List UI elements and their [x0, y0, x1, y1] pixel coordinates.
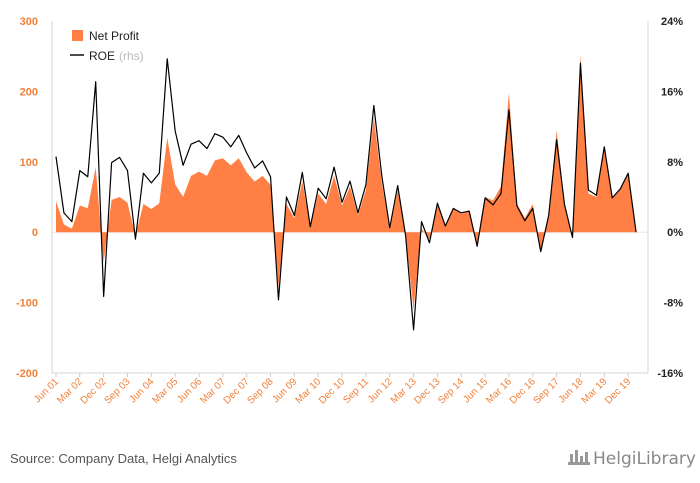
- legend-label-roe: ROE (rhs): [89, 49, 144, 63]
- x-tick-label: Sep 11: [341, 376, 371, 406]
- right-tick-label: 16%: [661, 86, 683, 98]
- left-tick-label: -100: [16, 298, 38, 310]
- right-axis-ticks: 24% 16% 8% 0% -8% -16%: [657, 16, 683, 380]
- x-tick-label: Sep 14: [436, 376, 466, 406]
- net-profit-area-layer: [55, 54, 645, 310]
- left-tick-label: 100: [20, 157, 38, 169]
- left-tick-label: 200: [20, 86, 38, 98]
- helgi-library-logo: HelgiLibrary: [568, 448, 696, 469]
- left-tick-label: 300: [20, 16, 38, 28]
- right-tick-label: 0%: [667, 227, 683, 239]
- legend-label-roe-suffix: (rhs): [119, 49, 144, 63]
- x-tick-label: Sep 08: [245, 376, 275, 406]
- x-tick-label: Sep 03: [102, 376, 132, 406]
- right-tick-label: 24%: [661, 16, 683, 28]
- x-tick-label: Dec 10: [317, 376, 347, 406]
- right-tick-label: -8%: [663, 298, 683, 310]
- x-tick-label: Dec 19: [603, 376, 633, 406]
- legend-swatch-net-profit: [72, 30, 83, 41]
- library-logo-icon: [568, 448, 590, 465]
- roe-line-layer: [55, 58, 637, 331]
- right-tick-label: -16%: [657, 368, 683, 380]
- x-tick-label: Sep 17: [532, 376, 562, 406]
- legend: Net Profit ROE (rhs): [70, 29, 144, 63]
- source-note: Source: Company Data, Helgi Analytics: [10, 451, 237, 466]
- roe-line: [55, 58, 637, 331]
- left-tick-label: 0: [32, 227, 38, 239]
- logo-text: HelgiLibrary: [593, 449, 696, 469]
- x-tick-label: Mar 05: [151, 376, 181, 406]
- net-profit-area: [55, 54, 645, 310]
- chart: 300 200 100 0 -100 -200 24% 16% 8% 0% -8% -16% Jun…: [16, 16, 683, 407]
- legend-label-roe-name: ROE: [89, 49, 115, 63]
- left-tick-label: -200: [16, 368, 38, 380]
- legend-label-net-profit: Net Profit: [89, 29, 140, 43]
- left-axis-ticks: 300 200 100 0 -100 -200: [16, 16, 38, 380]
- right-tick-label: 8%: [667, 157, 683, 169]
